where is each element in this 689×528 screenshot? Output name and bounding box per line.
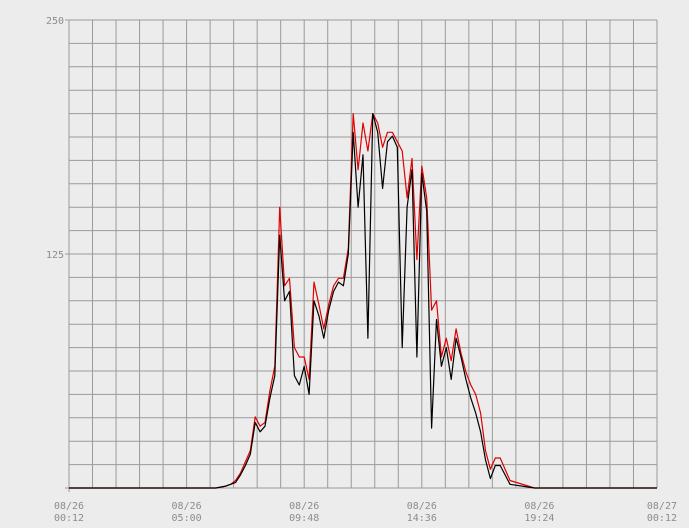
x-tick-date: 08/26 bbox=[54, 501, 84, 512]
y-tick-label: 250 bbox=[46, 16, 64, 27]
x-tick-time: 00:12 bbox=[647, 513, 677, 524]
grid bbox=[68, 19, 658, 489]
series-lines bbox=[69, 112, 657, 489]
series-line-black bbox=[69, 112, 657, 489]
x-tick-date: 08/27 bbox=[647, 501, 677, 512]
series-line-red bbox=[69, 112, 657, 489]
x-tick-time: 09:48 bbox=[289, 513, 319, 524]
x-tick-date: 08/26 bbox=[172, 501, 202, 512]
x-tick-labels: 08/2600:1208/2605:0008/2609:4808/2614:36… bbox=[54, 501, 677, 524]
y-tick-label: 125 bbox=[46, 250, 64, 261]
axes bbox=[65, 19, 657, 492]
y-tick-labels: 125 250 bbox=[46, 16, 64, 261]
x-tick-date: 08/26 bbox=[524, 501, 554, 512]
x-tick-date: 08/26 bbox=[289, 501, 319, 512]
x-tick-time: 14:36 bbox=[407, 513, 437, 524]
x-tick-time: 00:12 bbox=[54, 513, 84, 524]
x-tick-time: 19:24 bbox=[524, 513, 554, 524]
x-tick-time: 05:00 bbox=[172, 513, 202, 524]
x-tick-date: 08/26 bbox=[407, 501, 437, 512]
